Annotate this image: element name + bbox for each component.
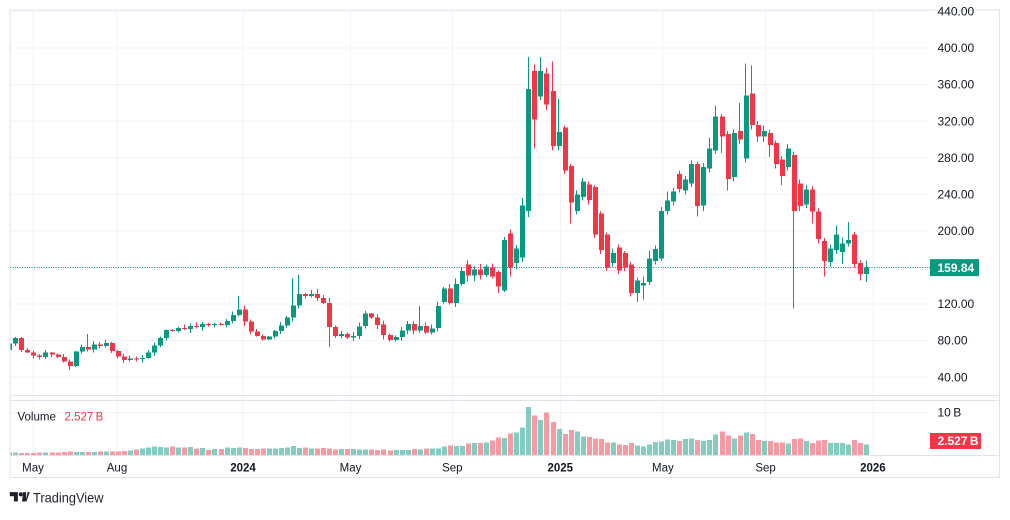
svg-text:Sep: Sep bbox=[755, 462, 775, 474]
svg-text:2024: 2024 bbox=[230, 462, 256, 474]
svg-text:Aug: Aug bbox=[107, 462, 127, 474]
svg-text:360.00: 360.00 bbox=[938, 78, 975, 92]
svg-text:120.00: 120.00 bbox=[938, 297, 975, 311]
svg-text:2.527 B: 2.527 B bbox=[65, 411, 104, 423]
svg-text:TradingView: TradingView bbox=[33, 490, 104, 506]
svg-text:240.00: 240.00 bbox=[938, 187, 975, 201]
svg-text:2025: 2025 bbox=[548, 462, 574, 474]
svg-text:2026: 2026 bbox=[860, 462, 886, 474]
svg-text:80.00: 80.00 bbox=[938, 334, 968, 348]
svg-text:200.00: 200.00 bbox=[938, 224, 975, 238]
svg-text:2.527 B: 2.527 B bbox=[938, 434, 979, 448]
svg-text:Volume: Volume bbox=[18, 411, 56, 423]
svg-text:400.00: 400.00 bbox=[938, 41, 975, 55]
svg-text:May: May bbox=[652, 462, 674, 474]
svg-text:Sep: Sep bbox=[442, 462, 462, 474]
svg-text:10 B: 10 B bbox=[938, 405, 962, 419]
svg-text:440.00: 440.00 bbox=[938, 5, 975, 19]
svg-text:May: May bbox=[340, 462, 362, 474]
svg-text:159.84: 159.84 bbox=[938, 261, 975, 275]
svg-text:May: May bbox=[22, 462, 44, 474]
svg-text:320.00: 320.00 bbox=[938, 114, 975, 128]
svg-text:40.00: 40.00 bbox=[938, 370, 968, 384]
svg-text:280.00: 280.00 bbox=[938, 151, 975, 165]
